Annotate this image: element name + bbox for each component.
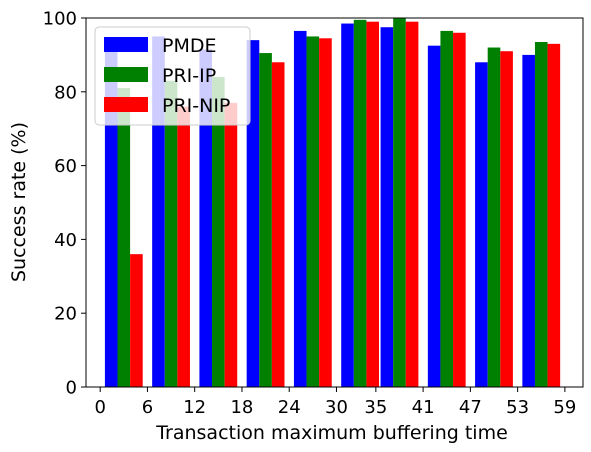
y-tick-label-0: 0 [66,378,77,399]
x-tick-label-12: 12 [183,397,206,418]
bar-pmde-38 [380,27,394,387]
bar-pmde-33 [341,23,354,387]
bar-pri-nip-3 [130,254,143,387]
x-tick-label-53: 53 [506,397,529,418]
legend-label-pri-ip: PRI-IP [162,65,216,87]
bar-pmde-27 [293,30,307,387]
bar-pri-ip-9 [164,80,178,387]
x-axis: 0 6 12 18 24 30 35 41 47 53 59 [94,387,576,418]
bar-pmde-44 [427,45,441,388]
y-tick-label-100: 100 [43,9,77,30]
bar-pri-nip-50 [500,51,513,388]
bar-pmde-15 [199,49,213,388]
bar-pri-ip-56 [534,41,548,388]
bar-pmde-3 [104,49,118,388]
bar-pri-ip-15 [212,77,225,387]
legend-swatch-pri-ip [104,67,148,82]
bar-pri-ip-3 [117,88,131,388]
y-axis: 0 20 40 60 80 100 [43,9,86,399]
x-axis-label: Transaction maximum buffering time [155,422,508,444]
x-tick-label-35: 35 [364,397,387,418]
bar-pri-ip-27 [306,36,320,387]
bar-pri-nip-38 [405,21,419,387]
x-tick-label-41: 41 [412,397,435,418]
y-tick-label-20: 20 [54,304,77,325]
legend: PMDE PRI-IP PRI-NIP [94,26,251,126]
bar-pri-nip-15 [224,102,238,388]
x-tick-label-0: 0 [94,397,105,418]
bar-pri-nip-27 [319,38,332,388]
bar-pri-ip-21 [259,53,272,388]
x-tick-label-59: 59 [553,397,576,418]
x-tick-label-47: 47 [459,397,482,418]
y-tick-label-80: 80 [54,82,77,103]
bar-pri-ip-38 [393,18,406,387]
bar-pmde-21 [246,40,260,387]
bar-pri-nip-56 [547,43,561,388]
bar-pri-nip-33 [366,21,380,387]
legend-swatch-pmde [104,37,148,52]
bar-pmde-56 [522,54,535,388]
bar-pri-ip-50 [487,47,501,388]
bar-pmde-50 [475,62,488,387]
y-axis-label: Success rate (%) [8,122,30,282]
x-tick-label-6: 6 [142,397,153,418]
legend-label-pri-nip: PRI-NIP [162,95,230,117]
x-tick-label-18: 18 [230,397,253,418]
legend-swatch-pri-nip [104,97,148,112]
legend-label-pmde: PMDE [162,35,217,57]
bar-pri-ip-44 [440,30,454,387]
x-tick-label-30: 30 [325,397,348,418]
y-tick-label-60: 60 [54,156,77,177]
bars-layer [104,18,561,388]
bar-pri-nip-21 [271,62,285,387]
bar-pri-nip-44 [453,32,466,387]
plot-frame [85,17,584,388]
bar-pri-nip-9 [177,106,190,387]
y-tick-label-40: 40 [54,230,77,251]
bar-pri-ip-33 [353,19,367,387]
x-tick-label-24: 24 [278,397,301,418]
